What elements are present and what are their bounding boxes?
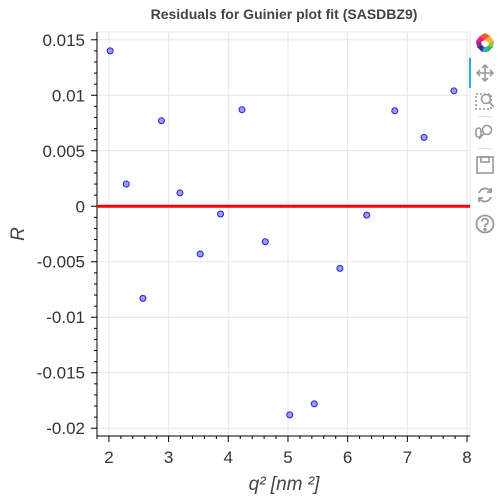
chart-toolbar: [468, 30, 500, 270]
save-icon[interactable]: [474, 154, 496, 176]
help-icon[interactable]: [474, 213, 496, 235]
data-point: [336, 264, 344, 272]
box-zoom-icon[interactable]: [474, 90, 496, 112]
y-tick-label: -0.005: [37, 253, 85, 272]
x-axis: 2 3 4 5 6 7 8: [96, 435, 472, 467]
data-point: [139, 294, 147, 302]
y-tick-label: -0.015: [37, 364, 85, 383]
y-axis-label: R: [8, 227, 29, 241]
y-axis: 0.015 0.01 0.005 0 -0.005 -0.01 -0.015 -0.02: [37, 31, 98, 438]
x-tick-label: 7: [403, 448, 412, 467]
y-tick-label: 0.015: [42, 31, 85, 50]
data-point: [261, 238, 269, 246]
data-point: [286, 411, 294, 419]
data-point: [196, 250, 204, 258]
data-point: [310, 400, 318, 408]
x-tick-label: 5: [283, 448, 292, 467]
pan-icon[interactable]: [474, 62, 496, 84]
x-axis-label: q² [nm ²]: [249, 474, 320, 495]
data-point: [176, 189, 184, 197]
data-point: [363, 211, 371, 219]
x-tick-label: 6: [343, 448, 352, 467]
data-point: [420, 133, 428, 141]
y-tick-label: 0.005: [42, 142, 85, 161]
x-tick-label: 2: [104, 448, 113, 467]
chart-title: Residuals for Guinier plot fit (SASDBZ9): [151, 6, 418, 22]
y-tick-label: 0.01: [52, 86, 85, 105]
bokeh-logo-icon[interactable]: [474, 32, 496, 54]
x-tick-label: 8: [462, 448, 471, 467]
y-tick-label: 0: [76, 197, 85, 216]
toolbar-separator: [478, 148, 492, 149]
data-point: [217, 210, 225, 218]
data-point: [450, 87, 458, 95]
plot-frame: [96, 31, 471, 437]
active-tool-indicator: [469, 58, 471, 88]
data-points: [106, 47, 458, 419]
x-tick-label: 3: [164, 448, 173, 467]
data-point: [391, 107, 399, 115]
wheel-zoom-icon[interactable]: [474, 122, 496, 144]
reset-icon[interactable]: [474, 184, 496, 206]
data-point: [157, 117, 165, 125]
data-point: [238, 106, 246, 114]
data-point: [122, 180, 130, 188]
x-tick-label: 4: [224, 448, 233, 467]
toolbar-separator: [478, 116, 492, 117]
y-tick-label: -0.01: [46, 308, 85, 327]
data-point: [106, 47, 114, 55]
y-tick-label: -0.02: [46, 419, 85, 438]
